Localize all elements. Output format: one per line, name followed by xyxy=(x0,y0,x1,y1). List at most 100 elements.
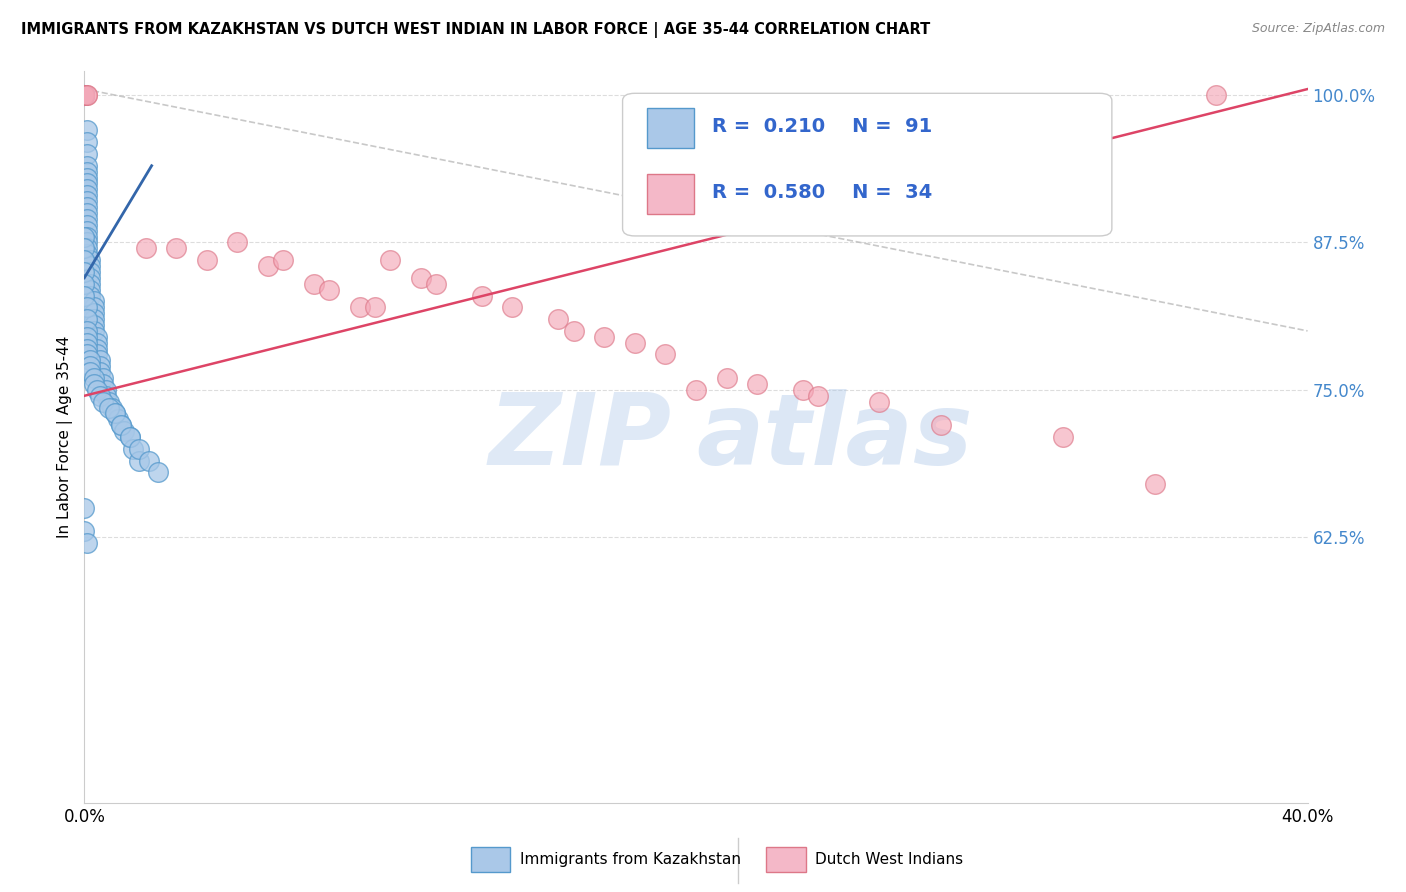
Point xyxy=(76,200,98,214)
Point xyxy=(302,277,325,291)
Point xyxy=(76,229,98,244)
Point xyxy=(83,318,105,332)
Point xyxy=(624,335,647,350)
Point xyxy=(76,135,98,149)
Point xyxy=(593,330,616,344)
Point xyxy=(79,259,101,273)
Text: Source: ZipAtlas.com: Source: ZipAtlas.com xyxy=(1251,22,1385,36)
Point xyxy=(97,401,120,415)
Point xyxy=(76,211,98,226)
Point xyxy=(226,235,249,250)
Point xyxy=(73,265,96,279)
Text: atlas: atlas xyxy=(696,389,973,485)
Point xyxy=(73,288,96,302)
Point xyxy=(76,218,98,232)
Point xyxy=(76,87,98,102)
Point xyxy=(79,253,101,268)
Point xyxy=(76,235,98,250)
Text: Immigrants from Kazakhstan: Immigrants from Kazakhstan xyxy=(520,853,741,867)
Point xyxy=(471,288,494,302)
Point xyxy=(792,383,814,397)
Point xyxy=(73,87,96,102)
Point xyxy=(91,394,114,409)
Point xyxy=(76,206,98,220)
Point xyxy=(76,159,98,173)
FancyBboxPatch shape xyxy=(647,108,693,148)
Point xyxy=(869,394,891,409)
Point xyxy=(89,365,111,379)
Point xyxy=(79,270,101,285)
Point xyxy=(76,177,98,191)
Point xyxy=(76,147,98,161)
Point xyxy=(318,283,340,297)
Point xyxy=(89,389,111,403)
Point xyxy=(91,371,114,385)
Point xyxy=(929,418,952,433)
Point xyxy=(76,312,98,326)
Point xyxy=(807,389,830,403)
Point xyxy=(73,277,96,291)
Point xyxy=(94,383,117,397)
Point xyxy=(112,424,135,438)
Point xyxy=(73,87,96,102)
Point xyxy=(76,324,98,338)
Point xyxy=(76,330,98,344)
Point xyxy=(76,194,98,208)
Point xyxy=(73,87,96,102)
Point xyxy=(76,347,98,361)
Point xyxy=(76,123,98,137)
Text: R =  0.210    N =  91: R = 0.210 N = 91 xyxy=(711,117,932,136)
Point xyxy=(104,407,127,421)
Point xyxy=(364,301,387,315)
Point xyxy=(76,170,98,185)
Point xyxy=(73,87,96,102)
Text: ZIP: ZIP xyxy=(488,389,672,485)
Point xyxy=(86,383,108,397)
Point xyxy=(76,247,98,261)
Point xyxy=(86,330,108,344)
FancyBboxPatch shape xyxy=(623,94,1112,236)
Point xyxy=(76,301,98,315)
Point xyxy=(110,418,132,433)
Point xyxy=(73,524,96,539)
Point xyxy=(73,229,96,244)
Point xyxy=(380,253,402,268)
Text: Dutch West Indians: Dutch West Indians xyxy=(815,853,963,867)
Point xyxy=(79,353,101,368)
Point xyxy=(83,324,105,338)
Point xyxy=(83,306,105,320)
Point xyxy=(76,164,98,178)
Point xyxy=(165,241,187,255)
Point xyxy=(271,253,294,268)
Point xyxy=(562,324,585,338)
Point xyxy=(73,87,96,102)
Point xyxy=(91,376,114,391)
Point xyxy=(79,365,101,379)
Point xyxy=(120,430,142,444)
Point xyxy=(83,371,105,385)
Point xyxy=(86,342,108,356)
Point xyxy=(122,442,145,456)
Point xyxy=(73,253,96,268)
Text: R =  0.580    N =  34: R = 0.580 N = 34 xyxy=(711,183,932,202)
Point xyxy=(747,376,769,391)
Point xyxy=(79,283,101,297)
Point xyxy=(547,312,569,326)
Point xyxy=(104,407,127,421)
Point xyxy=(502,301,524,315)
Point xyxy=(83,312,105,326)
Point xyxy=(79,277,101,291)
Point xyxy=(101,401,124,415)
Point xyxy=(89,353,111,368)
Point xyxy=(76,536,98,550)
Point xyxy=(97,394,120,409)
Point xyxy=(654,347,676,361)
Point xyxy=(86,347,108,361)
Point xyxy=(94,389,117,403)
Point xyxy=(73,87,96,102)
Point xyxy=(425,277,447,291)
Point xyxy=(79,265,101,279)
Point xyxy=(349,301,371,315)
Point xyxy=(685,383,707,397)
Point xyxy=(76,342,98,356)
